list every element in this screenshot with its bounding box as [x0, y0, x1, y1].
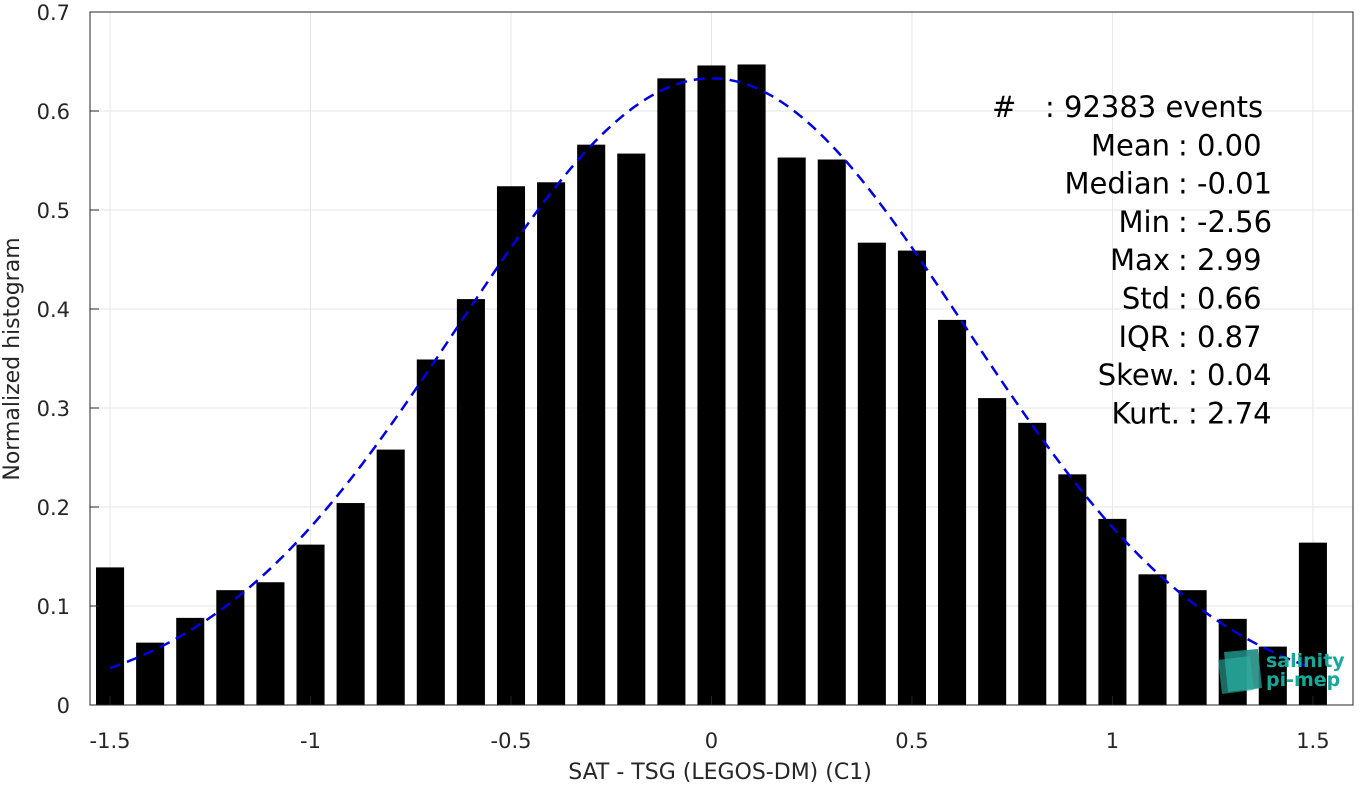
histogram-bar — [737, 64, 766, 706]
histogram-bar — [1058, 474, 1087, 705]
stat-line: #: 92383 events — [992, 90, 1263, 124]
gaussian-fit-curve-group — [109, 77, 1314, 670]
plot-frame — [89, 11, 1354, 706]
y-tick-label: 0.3 — [37, 397, 70, 421]
histogram-bar — [537, 182, 566, 705]
histogram-bar — [1018, 422, 1047, 705]
histogram-bar — [496, 186, 526, 706]
histogram-bar — [96, 567, 125, 705]
histogram-bar — [456, 299, 485, 705]
x-tick-label: 0 — [705, 729, 718, 753]
stat-line: IQR: 0.87 — [1118, 320, 1261, 354]
histogram-bar — [697, 65, 726, 705]
x-tick-label: -1.5 — [90, 729, 131, 753]
y-tick-label: 0.4 — [37, 298, 70, 322]
stat-line: Kurt.: 2.74 — [1112, 396, 1272, 430]
histogram-bar — [416, 359, 445, 705]
gaussian-fit-curve — [109, 77, 1314, 670]
stats-annotation: #: 92383 events Mean: 0.00 Median: -0.01 Mi… — [992, 90, 1272, 430]
histogram-bar — [817, 159, 846, 705]
stat-line: Skew.: 0.04 — [1098, 358, 1272, 392]
histogram-bar — [1098, 518, 1127, 705]
histogram-bar — [336, 503, 365, 705]
histogram-bar — [1298, 542, 1327, 705]
histogram-bar — [617, 153, 646, 705]
stat-line: Mean: 0.00 — [1091, 128, 1262, 162]
y-tick-label: 0.6 — [37, 100, 70, 124]
x-tick-label: -0.5 — [491, 729, 532, 753]
stat-line: Std: 0.66 — [1122, 282, 1262, 316]
x-tick-label: 1.5 — [1296, 729, 1329, 753]
histogram-bar — [577, 144, 606, 705]
x-axis-label: SAT - TSG (LEGOS-DM) (C1) — [568, 760, 872, 785]
histogram-bar — [657, 78, 686, 705]
logo-text-pimep: pi-mep — [1266, 669, 1340, 691]
histogram-bar — [897, 250, 926, 705]
axes-ticks: -1.5 -1 -0.5 0 0.5 1 1.5 0 0.1 0.2 0.3 0.4 0.5 0.6 0.7 — [37, 1, 1330, 753]
histogram-bar — [216, 590, 245, 705]
histogram-bar — [978, 398, 1007, 705]
histogram-bar — [256, 582, 285, 705]
salinity-pimep-logo: salinity pi-mep — [1218, 649, 1345, 694]
stat-line: Max: 2.99 — [1110, 243, 1262, 277]
histogram-bar — [1138, 574, 1167, 705]
y-axis-label: Normalized histogram — [0, 237, 25, 480]
logo-text-salinity: salinity — [1266, 650, 1345, 672]
histogram-bar — [1178, 590, 1207, 705]
logo-mark-shade-icon — [1218, 656, 1254, 694]
x-tick-label: -1 — [300, 729, 321, 753]
histogram-bars — [96, 64, 1327, 706]
y-tick-label: 0.1 — [37, 595, 70, 619]
stat-line: Median: -0.01 — [1065, 167, 1273, 201]
x-tick-label: 1 — [1106, 729, 1119, 753]
histogram-bar — [938, 319, 967, 705]
histogram-bar — [857, 242, 886, 706]
y-tick-label: 0.2 — [37, 496, 70, 520]
histogram-bar — [176, 617, 205, 705]
y-tick-label: 0.5 — [37, 199, 70, 223]
histogram-bar — [777, 157, 806, 705]
y-tick-label: 0.7 — [37, 1, 70, 25]
x-tick-label: 0.5 — [895, 729, 928, 753]
y-tick-label: 0 — [57, 694, 70, 718]
stat-line: Min: -2.56 — [1119, 205, 1273, 239]
histogram-bar — [296, 544, 325, 705]
histogram-bar — [376, 449, 405, 705]
